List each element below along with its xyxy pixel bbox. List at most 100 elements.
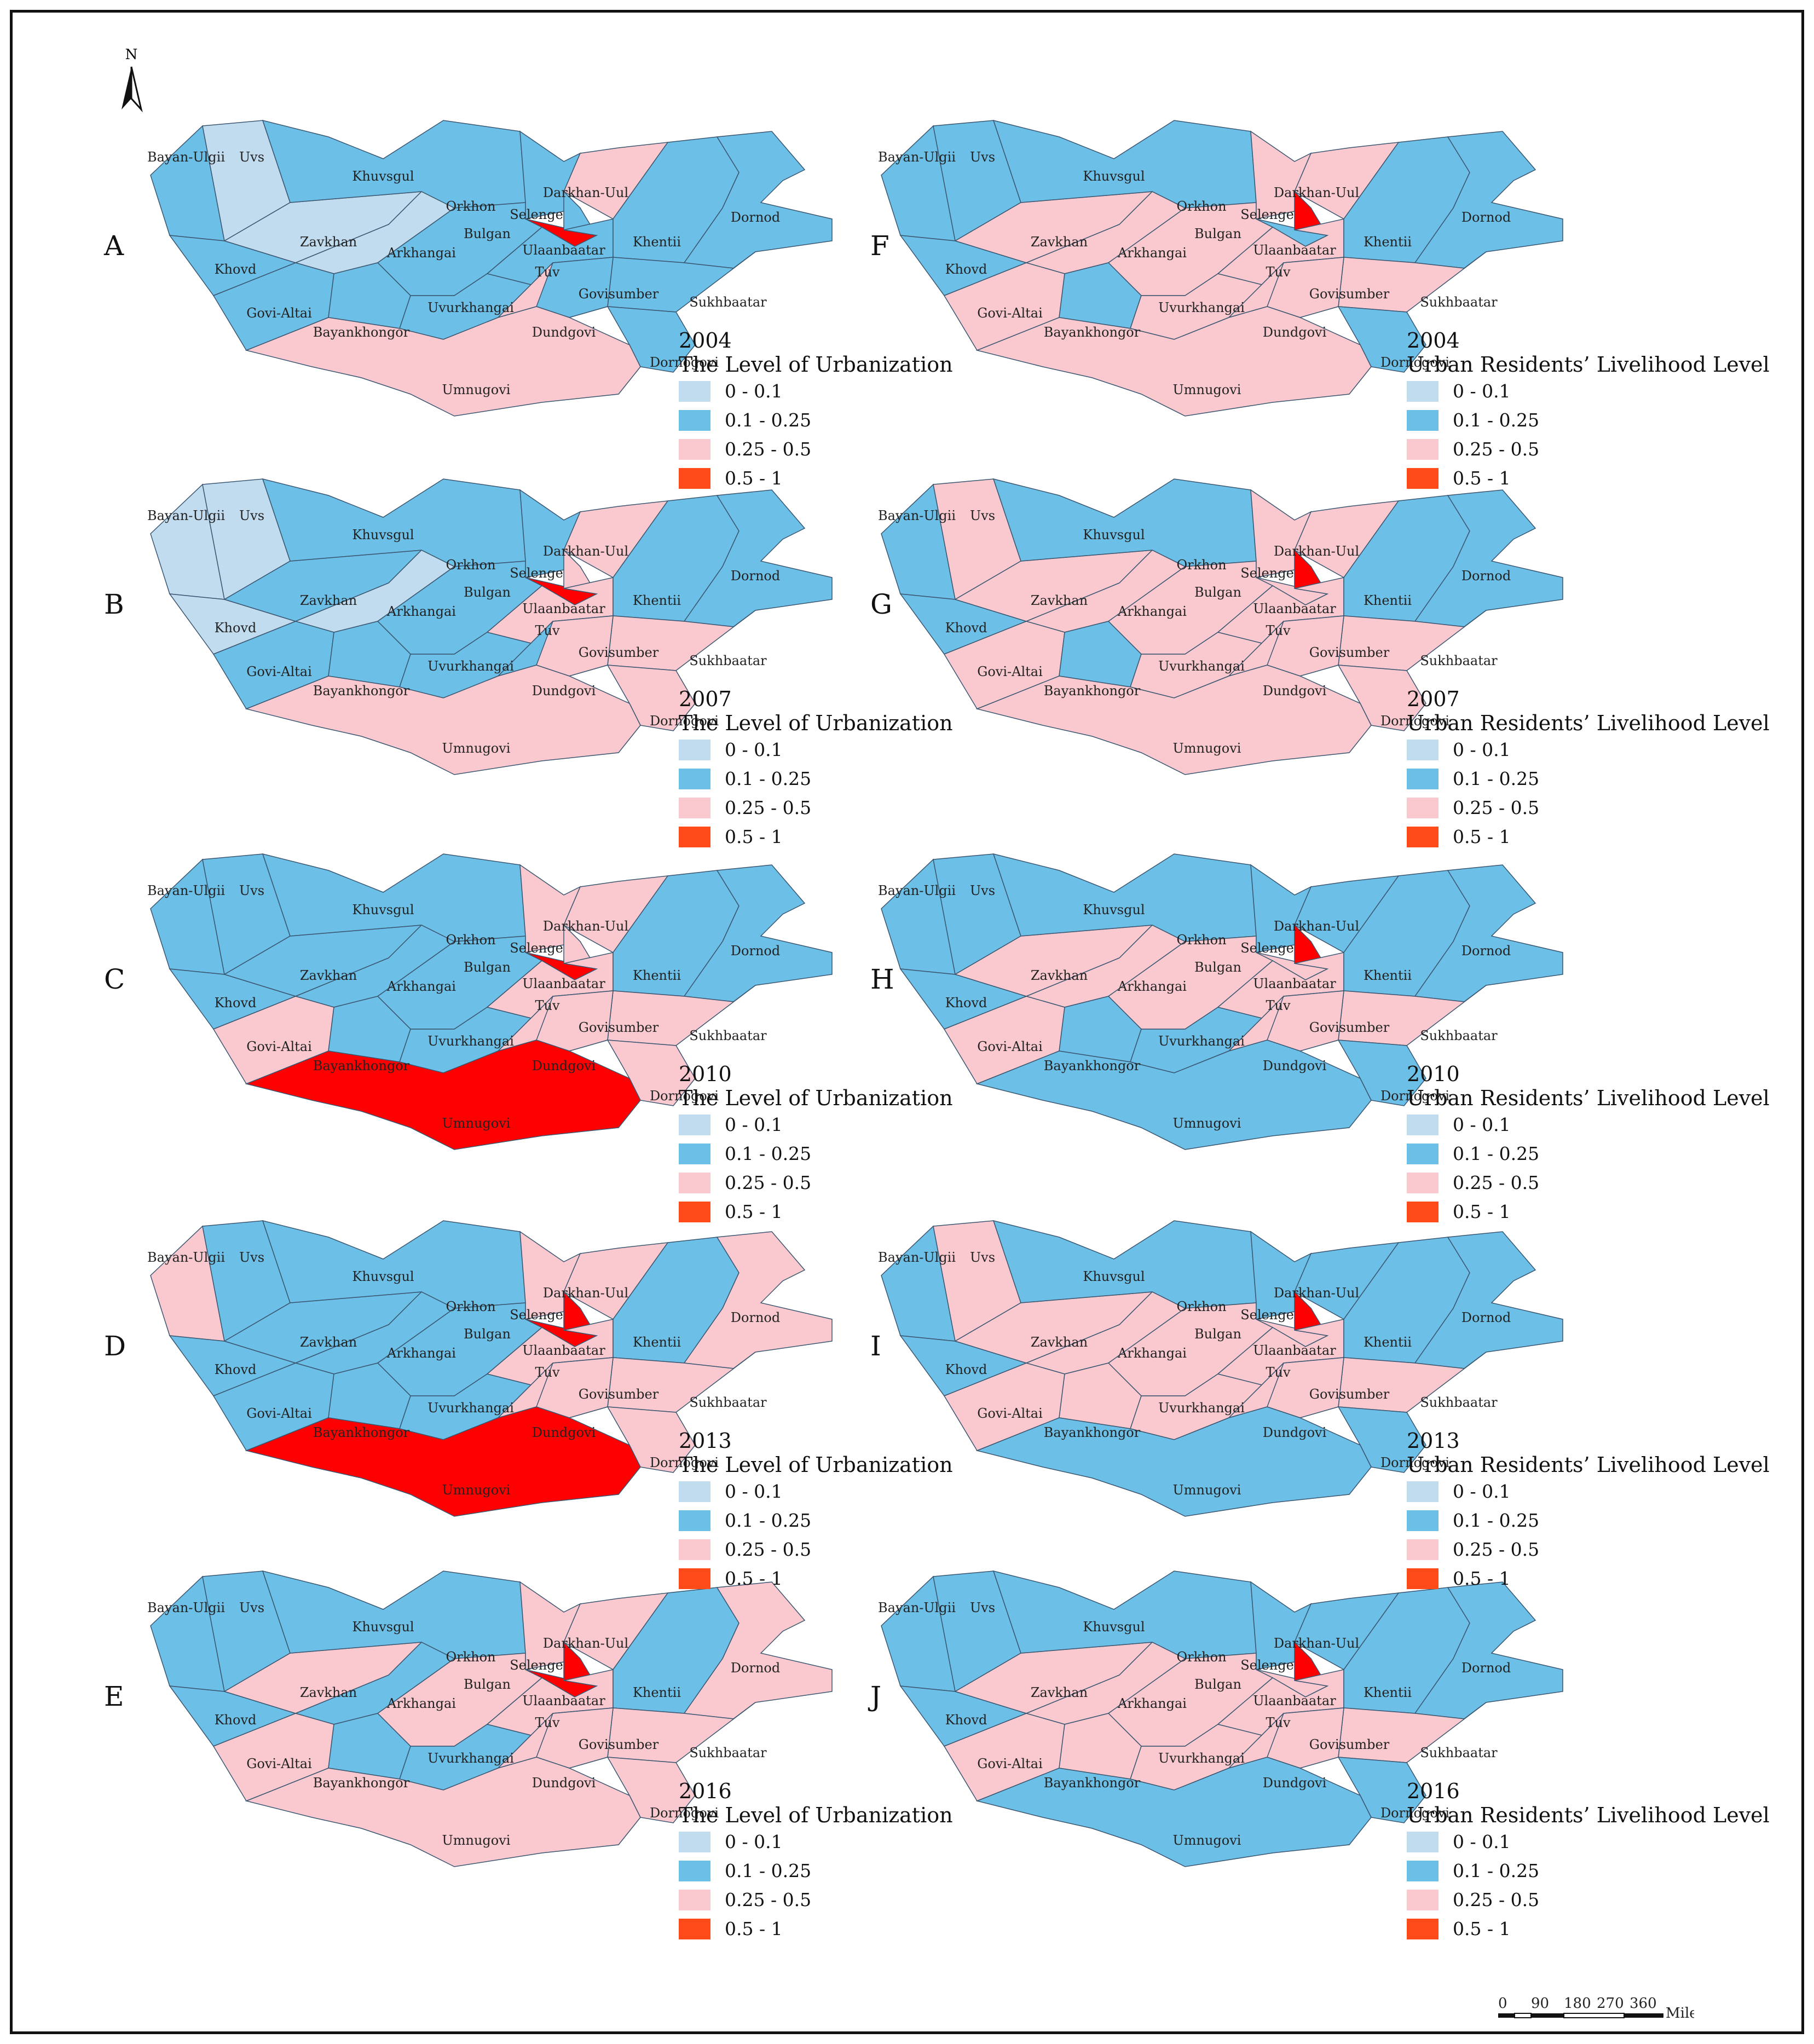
province-label: Orkhon xyxy=(446,1299,495,1314)
province-label: Khentii xyxy=(1364,234,1412,250)
province-label: Arkhangai xyxy=(1117,604,1187,619)
province-label: Umnugovi xyxy=(1173,1482,1241,1498)
map-panel-I: Bayan-Ulgii Uvs Khovd Zavkhan Khuvsgul Arkhan… xyxy=(878,1210,1568,1527)
province-label: Sukhbaatar xyxy=(1420,1395,1498,1410)
province-label: Bulgan xyxy=(464,1677,511,1692)
province-label: Uvs xyxy=(239,508,264,523)
province-label: Dundgovi xyxy=(532,683,596,698)
legend-year: 2007 xyxy=(1407,687,1460,711)
legend-A: 2004 The Level of Urbanization 0 - 0.1 0.1 … xyxy=(679,328,953,493)
province-label: Govisumber xyxy=(579,645,659,660)
north-arrow: N xyxy=(115,45,148,118)
legend-row: 0.25 - 0.5 xyxy=(1407,435,1770,464)
province-label: Darkhan-Uul xyxy=(543,1636,628,1651)
province-label: Ulaanbaatar xyxy=(522,1343,605,1358)
legend-swatch xyxy=(1407,1510,1439,1531)
province-label: Dundgovi xyxy=(532,1775,596,1791)
province-label: Uvurkhangai xyxy=(427,300,514,315)
province-label: Darkhan-Uul xyxy=(543,185,628,200)
legend-label: 0 - 0.1 xyxy=(725,1114,783,1135)
province-label: Govi-Altai xyxy=(246,305,312,321)
legend-swatch xyxy=(1407,1114,1439,1135)
legend-G: 2007 Urban Residents’ Livelihood Level 0 -… xyxy=(1407,687,1770,851)
province-label: Khuvsgul xyxy=(352,527,414,542)
province-dornod xyxy=(1414,489,1563,627)
legend-label: 0.1 - 0.25 xyxy=(1453,1860,1540,1881)
legend-H: 2010 Urban Residents’ Livelihood Level 0 -… xyxy=(1407,1062,1770,1226)
map-panel-F: Bayan-Ulgii Uvs Khovd Zavkhan Khuvsgul Arkhan… xyxy=(878,109,1568,427)
legend-swatch xyxy=(679,768,710,789)
legend-label: 0 - 0.1 xyxy=(725,739,783,760)
province-label: Khentii xyxy=(633,1685,681,1700)
panel-letter-E: E xyxy=(104,1681,124,1712)
province-label: Zavkhan xyxy=(300,1335,357,1350)
legend-E: 2016 The Level of Urbanization 0 - 0.1 0.1 … xyxy=(679,1779,953,1943)
map-panel-E: Bayan-Ulgii Uvs Khovd Zavkhan Khuvsgul Arkhan… xyxy=(147,1560,837,1878)
province-label: Khentii xyxy=(1364,968,1412,983)
province-label: Bayan-Ulgii xyxy=(878,883,956,898)
legend-year: 2010 xyxy=(679,1062,732,1086)
legend-swatch xyxy=(679,380,710,402)
province-label: Zavkhan xyxy=(1031,968,1088,983)
province-label: Khentii xyxy=(633,234,681,250)
map-panel-D: Bayan-Ulgii Uvs Khovd Zavkhan Khuvsgul Arkhan… xyxy=(147,1210,837,1527)
province-label: Arkhangai xyxy=(1117,1346,1187,1361)
province-label: Uvurkhangai xyxy=(427,1400,514,1416)
map-panel-A: Bayan-Ulgii Uvs Khovd Zavkhan Khuvsgul Arkhan… xyxy=(147,109,837,427)
province-label: Govi-Altai xyxy=(977,1406,1043,1421)
province-label: Khentii xyxy=(1364,593,1412,608)
province-label: Govi-Altai xyxy=(977,1039,1043,1054)
legend-label: 0 - 0.1 xyxy=(1453,380,1511,402)
legend-label: 0 - 0.1 xyxy=(1453,1481,1511,1502)
province-label: Uvs xyxy=(970,1600,995,1615)
legend-swatch xyxy=(1407,739,1439,760)
province-dornod xyxy=(683,1231,833,1369)
legend-title: The Level of Urbanization xyxy=(679,353,953,377)
province-label: Selenge xyxy=(1240,1307,1294,1323)
province-label: Bayan-Ulgii xyxy=(147,1250,225,1265)
legend-swatch xyxy=(679,1539,710,1560)
province-label: Khovd xyxy=(215,262,257,277)
province-label: Govi-Altai xyxy=(977,305,1043,321)
province-label: Bayan-Ulgii xyxy=(147,149,225,165)
province-label: Ulaanbaatar xyxy=(1253,1343,1336,1358)
province-label: Selenge xyxy=(1240,940,1294,956)
province-label: Ulaanbaatar xyxy=(522,242,605,258)
legend-swatch xyxy=(679,1831,710,1852)
legend-swatch xyxy=(1407,768,1439,789)
legend-label: 0.1 - 0.25 xyxy=(725,1860,812,1881)
panel-letter-H: H xyxy=(870,963,894,995)
province-label: Orkhon xyxy=(446,199,495,214)
legend-label: 0.5 - 1 xyxy=(1453,1568,1511,1589)
legend-swatch xyxy=(1407,467,1439,489)
province-label: Selenge xyxy=(510,1658,563,1673)
province-label: Bayankhongor xyxy=(1044,683,1141,698)
province-label: Ulaanbaatar xyxy=(1253,601,1336,616)
province-label: Bulgan xyxy=(1194,1677,1241,1692)
province-label: Khuvsgul xyxy=(352,1269,414,1284)
north-arrow-icon: N xyxy=(122,47,143,113)
legend-swatch xyxy=(1407,1172,1439,1193)
province-label: Selenge xyxy=(1240,565,1294,581)
province-label: Ulaanbaatar xyxy=(522,601,605,616)
panel-letter-D: D xyxy=(104,1330,126,1362)
province-label: Dornogovi xyxy=(1380,1088,1449,1104)
legend-row: 0.1 - 0.25 xyxy=(1407,764,1770,793)
province-label: Orkhon xyxy=(446,557,495,573)
province-label: Dornod xyxy=(731,210,780,225)
panel-letter-J: J xyxy=(870,1681,882,1712)
province-label: Govisumber xyxy=(1309,1387,1390,1402)
province-label: Khentii xyxy=(633,968,681,983)
legend-label: 0.25 - 0.5 xyxy=(725,1539,812,1560)
scale-tick: 360 xyxy=(1630,1995,1657,2012)
legend-swatch xyxy=(1407,1568,1439,1589)
province-label: Bulgan xyxy=(1194,585,1241,600)
legend-label: 0.25 - 0.5 xyxy=(725,797,812,818)
province-label: Dundgovi xyxy=(1263,1775,1327,1791)
province-label: Sukhbaatar xyxy=(689,1395,767,1410)
province-label: Ulaanbaatar xyxy=(522,1693,605,1708)
legend-swatch xyxy=(679,1201,710,1222)
province-label: Tuv xyxy=(535,264,559,280)
legend-row: 0.25 - 0.5 xyxy=(679,435,953,464)
legend-label: 0.5 - 1 xyxy=(725,1568,783,1589)
